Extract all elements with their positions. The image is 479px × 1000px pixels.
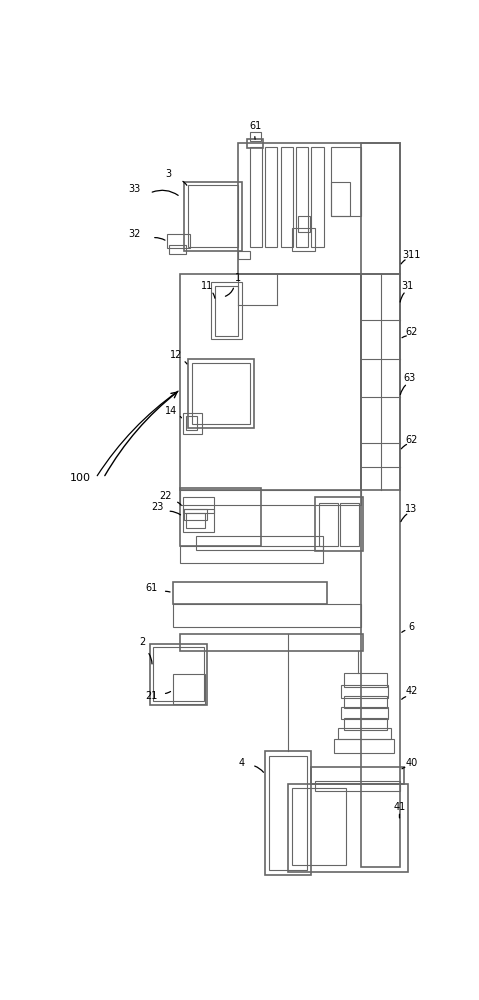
Bar [181, 634, 363, 651]
Bar [181, 488, 261, 546]
Bar [250, 147, 262, 247]
Text: 61: 61 [146, 583, 158, 593]
Bar [248, 139, 263, 148]
Text: 42: 42 [405, 686, 418, 696]
Bar [169, 245, 186, 254]
Bar [173, 582, 327, 604]
Bar [167, 234, 191, 248]
Bar [361, 274, 400, 490]
Text: 31: 31 [401, 281, 414, 291]
Bar [215, 286, 238, 336]
Text: 33: 33 [128, 184, 140, 194]
Bar [181, 546, 323, 563]
Bar [182, 509, 214, 532]
Bar [344, 718, 387, 730]
Bar [186, 513, 205, 528]
Bar [184, 509, 207, 520]
Bar [250, 132, 261, 141]
Text: 63: 63 [404, 373, 416, 383]
Bar [184, 182, 242, 251]
Bar [181, 274, 361, 490]
Text: 13: 13 [405, 504, 418, 514]
Bar [298, 216, 310, 232]
Bar [288, 784, 408, 872]
Bar [281, 147, 293, 247]
Bar [211, 282, 242, 339]
Bar [338, 728, 391, 739]
Bar [315, 497, 363, 551]
Text: 11: 11 [201, 281, 214, 291]
Text: 41: 41 [394, 802, 406, 812]
Bar [340, 503, 359, 546]
Bar [153, 647, 204, 701]
Bar [182, 413, 202, 434]
Bar [334, 739, 395, 753]
Bar [181, 490, 361, 505]
Text: 14: 14 [165, 406, 177, 416]
Text: 3: 3 [166, 169, 172, 179]
Text: 62: 62 [405, 435, 418, 445]
Text: 32: 32 [128, 229, 140, 239]
Bar [342, 685, 388, 698]
Text: 1: 1 [235, 273, 241, 283]
Bar [331, 147, 361, 216]
Bar [188, 185, 238, 247]
Bar [296, 147, 308, 247]
Bar [188, 359, 253, 428]
Text: 21: 21 [146, 691, 158, 701]
Text: 6: 6 [409, 622, 414, 632]
Text: 100: 100 [70, 473, 91, 483]
Bar [238, 251, 250, 259]
Bar [173, 604, 361, 627]
Bar [344, 673, 387, 687]
Bar [192, 363, 250, 424]
Bar [315, 781, 400, 791]
Text: 12: 12 [171, 350, 183, 360]
Bar [265, 147, 277, 247]
Bar [311, 767, 404, 784]
Text: 311: 311 [402, 250, 421, 260]
Bar [149, 644, 207, 705]
Bar [238, 143, 400, 274]
Text: 40: 40 [405, 758, 418, 768]
Bar [269, 756, 308, 870]
Bar [292, 228, 315, 251]
Text: 22: 22 [159, 491, 171, 501]
Bar [319, 503, 338, 546]
Text: 23: 23 [151, 502, 163, 512]
Bar [344, 696, 387, 708]
Text: 61: 61 [249, 121, 261, 131]
Bar [311, 147, 324, 247]
Text: 2: 2 [139, 637, 145, 647]
Bar [173, 674, 205, 704]
Bar [196, 536, 323, 550]
Bar [186, 416, 197, 430]
Text: 4: 4 [239, 758, 245, 768]
Bar [292, 788, 346, 865]
Bar [182, 497, 214, 513]
Bar [342, 707, 388, 719]
Bar [331, 182, 350, 216]
Text: 62: 62 [405, 327, 418, 337]
Bar [265, 751, 311, 875]
Bar [361, 143, 400, 867]
